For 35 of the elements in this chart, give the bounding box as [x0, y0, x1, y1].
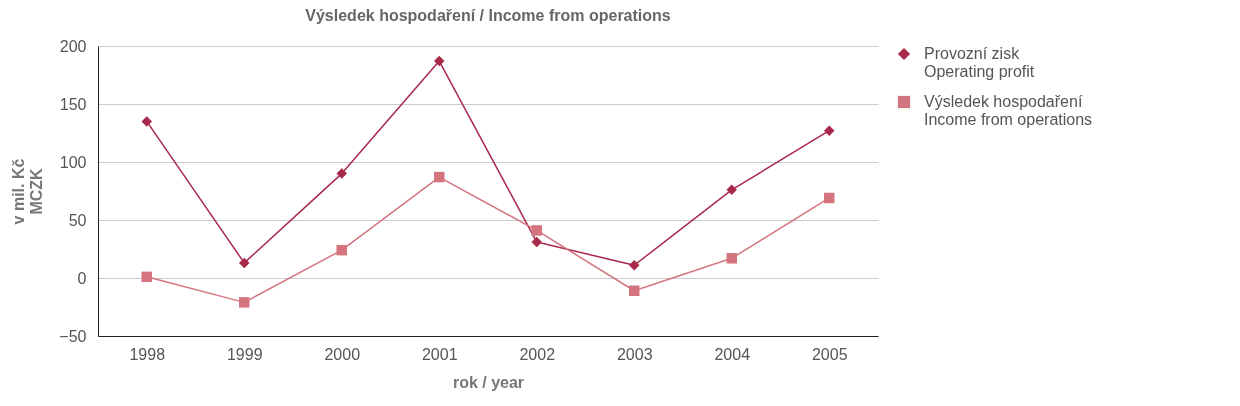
point	[629, 260, 640, 271]
point	[434, 171, 445, 183]
point	[336, 244, 347, 256]
point	[434, 55, 445, 67]
x-tick-label: 2001	[421, 345, 458, 363]
x-tick-label: 2002	[519, 345, 556, 363]
y-axis-title: v mil. Kč MCZK	[10, 158, 46, 225]
y-tick-label: 200	[59, 37, 87, 55]
point	[239, 297, 250, 308]
x-tick-label: 1999	[226, 345, 263, 363]
x-tick-label: 1998	[129, 345, 166, 363]
point	[726, 253, 737, 264]
y-tick-label: 50	[68, 211, 87, 229]
y-tick-label: 150	[59, 95, 87, 113]
point	[141, 116, 152, 127]
point	[531, 236, 542, 248]
y-tick-label: 0	[77, 269, 87, 287]
y-tick-label: −50	[59, 327, 87, 345]
x-tick-label: 2004	[714, 345, 751, 363]
chart-title: Výsledek hospodaření / Income from operations	[305, 7, 671, 24]
point	[531, 225, 542, 236]
x-tick-label: 2005	[811, 345, 848, 363]
point	[336, 168, 347, 179]
x-axis-title: rok / year	[452, 373, 525, 391]
point	[824, 125, 835, 136]
legend-label: Výsledek hospodaření Income from operations	[924, 93, 1093, 128]
point	[239, 257, 250, 269]
x-tick-label: 2003	[616, 345, 653, 363]
point	[726, 184, 737, 196]
y-tick-label: 100	[59, 153, 87, 171]
legend-label: Provozní zisk Operating profit	[924, 45, 1035, 80]
point	[141, 271, 152, 283]
x-tick-label: 2000	[324, 345, 361, 363]
point	[629, 285, 640, 296]
point	[824, 192, 835, 204]
